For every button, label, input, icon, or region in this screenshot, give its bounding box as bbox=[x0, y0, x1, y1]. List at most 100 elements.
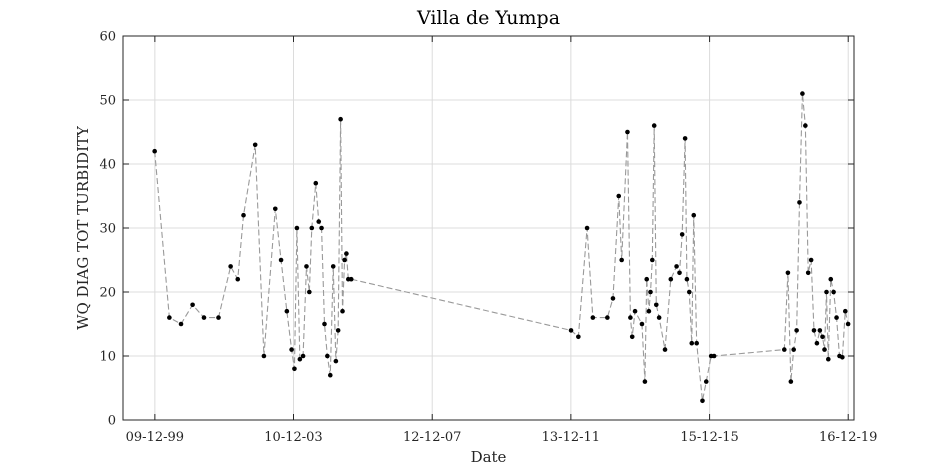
y-tick-label: 20 bbox=[99, 286, 116, 301]
data-point bbox=[289, 347, 294, 352]
data-point bbox=[646, 308, 652, 314]
data-point bbox=[785, 270, 791, 276]
x-tick-label: 12-12-07 bbox=[403, 430, 461, 445]
data-point bbox=[330, 264, 336, 269]
data-point bbox=[632, 308, 638, 314]
x-tick-labels: 09-12-99 10-12-03 12-12-07 13-12-11 15-12-15… bbox=[126, 430, 878, 445]
data-point bbox=[831, 289, 836, 295]
data-point bbox=[682, 136, 688, 141]
data-point bbox=[252, 142, 258, 148]
data-point bbox=[684, 276, 690, 282]
data-point bbox=[828, 276, 834, 282]
data-point bbox=[845, 321, 851, 327]
data-point bbox=[814, 340, 820, 346]
x-tick-label: 09-12-99 bbox=[126, 430, 184, 445]
data-point bbox=[644, 276, 650, 282]
data-point bbox=[304, 264, 309, 269]
data-point bbox=[651, 123, 657, 128]
data-point bbox=[805, 270, 811, 276]
data-point bbox=[325, 353, 330, 359]
data-point bbox=[167, 315, 172, 320]
data-point bbox=[616, 193, 622, 199]
data-point bbox=[190, 302, 195, 308]
data-point bbox=[691, 212, 697, 218]
y-tick-label: 60 bbox=[99, 30, 116, 45]
data-point bbox=[342, 257, 347, 263]
data-point bbox=[817, 328, 823, 333]
data-point bbox=[653, 302, 659, 308]
data-point bbox=[694, 340, 699, 346]
data-point bbox=[590, 315, 596, 320]
data-point bbox=[677, 270, 682, 276]
x-tick-label: 15-12-15 bbox=[680, 430, 738, 445]
x-tick-label: 10-12-03 bbox=[264, 430, 322, 445]
data-point bbox=[686, 289, 692, 295]
data-point bbox=[316, 219, 322, 224]
y-axis-label: WQ DIAG TOT TURBIDITY bbox=[74, 125, 92, 330]
data-point bbox=[178, 321, 184, 327]
data-point bbox=[703, 379, 709, 384]
data-point bbox=[822, 347, 827, 352]
data-point bbox=[834, 315, 839, 320]
data-point bbox=[605, 315, 610, 320]
data-point bbox=[297, 356, 303, 362]
plot-frame bbox=[122, 35, 855, 421]
data-point bbox=[674, 264, 679, 269]
data-point bbox=[610, 296, 616, 301]
data-point bbox=[625, 129, 630, 135]
chart-title: Villa de Yumpa bbox=[416, 7, 560, 29]
data-point bbox=[309, 225, 315, 231]
data-point bbox=[568, 328, 574, 333]
data-point bbox=[782, 347, 787, 352]
data-point bbox=[340, 308, 345, 314]
data-point bbox=[820, 334, 825, 340]
data-point bbox=[628, 315, 633, 320]
x-tick-label: 16-12-19 bbox=[819, 430, 877, 445]
data-point bbox=[576, 334, 581, 340]
data-point bbox=[642, 379, 648, 384]
data-point bbox=[842, 308, 848, 314]
data-point bbox=[261, 353, 267, 359]
data-point bbox=[294, 225, 300, 231]
data-point bbox=[319, 225, 324, 231]
data-point bbox=[826, 356, 831, 362]
x-tick-label: 13-12-11 bbox=[542, 430, 600, 445]
data-point bbox=[811, 328, 817, 333]
data-point bbox=[201, 315, 207, 320]
data-point bbox=[700, 398, 705, 404]
data-point bbox=[800, 91, 805, 96]
y-tick-label: 0 bbox=[108, 414, 116, 429]
y-tick-label: 10 bbox=[99, 350, 116, 365]
data-point bbox=[689, 340, 695, 346]
data-point bbox=[650, 257, 655, 263]
y-tick-labels: 0 10 20 30 40 50 60 bbox=[99, 30, 116, 429]
data-point bbox=[313, 180, 319, 186]
data-point bbox=[216, 315, 221, 320]
data-point bbox=[619, 257, 624, 263]
data-point bbox=[648, 289, 653, 295]
data-point bbox=[241, 212, 246, 218]
data-point bbox=[668, 276, 674, 282]
data-point bbox=[300, 353, 306, 359]
data-point bbox=[344, 251, 349, 256]
data-point bbox=[322, 321, 327, 327]
data-point bbox=[794, 328, 799, 333]
data-point bbox=[662, 347, 668, 352]
data-point bbox=[803, 123, 808, 128]
data-point bbox=[307, 289, 312, 295]
data-point bbox=[235, 276, 241, 282]
data-point bbox=[824, 289, 829, 295]
data-point bbox=[808, 257, 814, 263]
data-point bbox=[333, 358, 339, 364]
data-point bbox=[639, 321, 645, 327]
data-point bbox=[272, 206, 278, 212]
data-point bbox=[791, 347, 796, 352]
data-point bbox=[338, 116, 343, 122]
data-point bbox=[797, 200, 802, 205]
data-point bbox=[629, 334, 635, 340]
data-point bbox=[278, 257, 284, 263]
y-tick-label: 50 bbox=[99, 94, 116, 109]
data-point bbox=[327, 372, 333, 378]
y-tick-label: 30 bbox=[99, 222, 116, 237]
